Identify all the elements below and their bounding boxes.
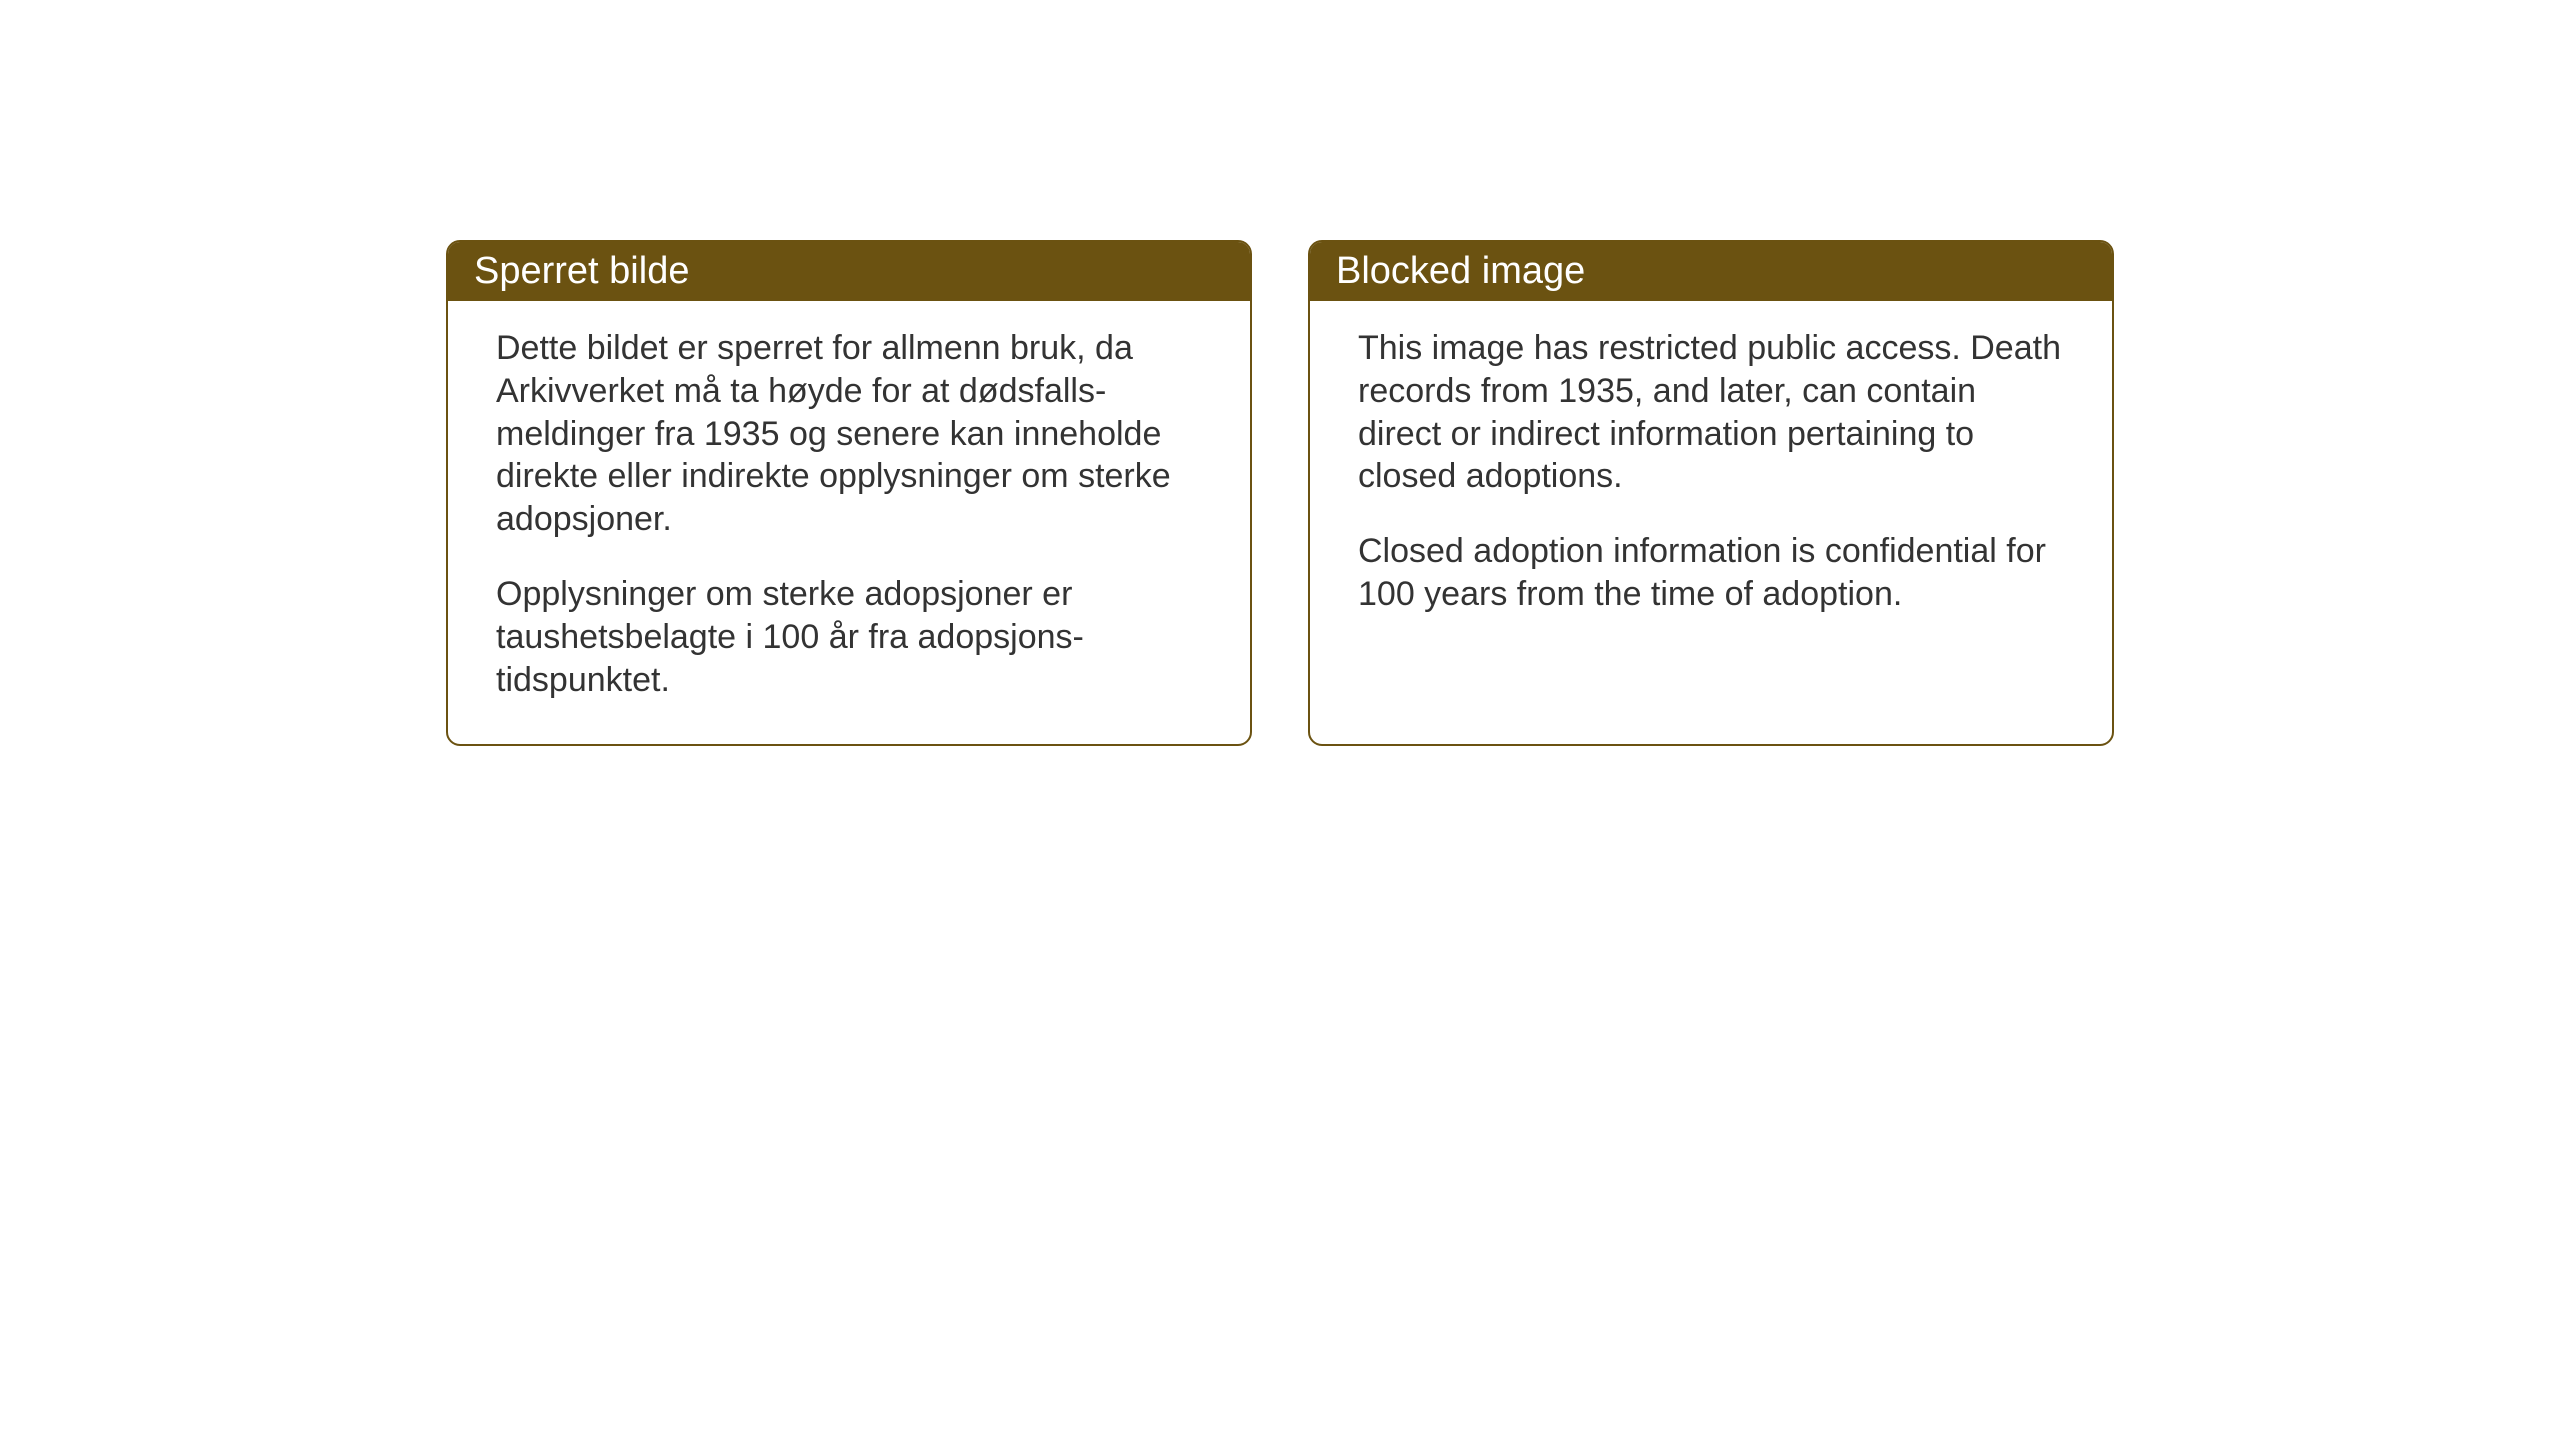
norwegian-paragraph-2: Opplysninger om sterke adopsjoner er tau… [496, 573, 1202, 701]
norwegian-paragraph-1: Dette bildet er sperret for allmenn bruk… [496, 327, 1202, 541]
english-card-body: This image has restricted public access.… [1310, 301, 2112, 658]
english-card-title: Blocked image [1310, 242, 2112, 301]
english-paragraph-1: This image has restricted public access.… [1358, 327, 2064, 498]
english-notice-card: Blocked image This image has restricted … [1308, 240, 2114, 746]
norwegian-card-body: Dette bildet er sperret for allmenn bruk… [448, 301, 1250, 744]
english-paragraph-2: Closed adoption information is confident… [1358, 530, 2064, 616]
norwegian-card-title: Sperret bilde [448, 242, 1250, 301]
notice-container: Sperret bilde Dette bildet er sperret fo… [446, 240, 2114, 746]
norwegian-notice-card: Sperret bilde Dette bildet er sperret fo… [446, 240, 1252, 746]
